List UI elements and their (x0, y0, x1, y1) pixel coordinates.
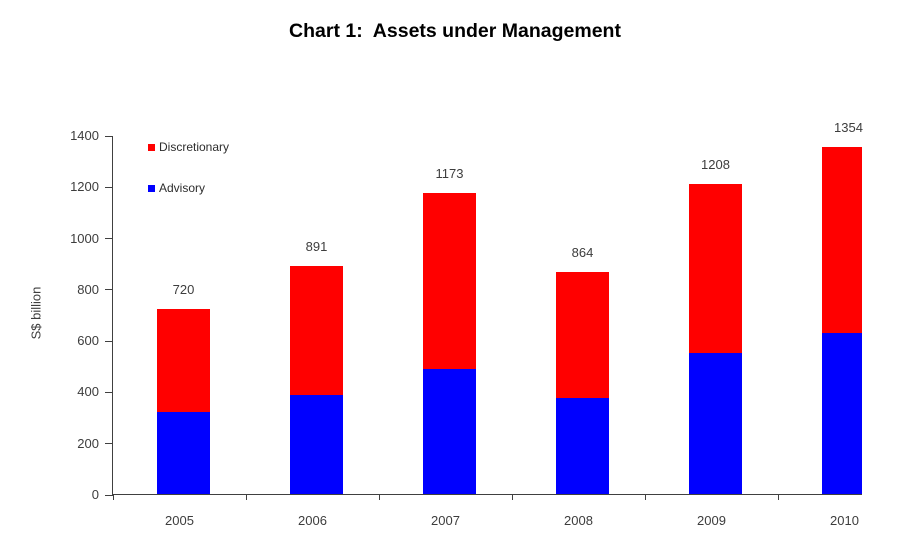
bar-total-label: 720 (172, 282, 195, 298)
x-tick-label: 2007 (431, 513, 460, 528)
bar-discretionary-segment (689, 184, 742, 354)
legend-item-advisory: Advisory (148, 181, 229, 195)
y-tick (105, 391, 113, 393)
x-tick (512, 495, 513, 500)
bar-advisory-segment (157, 411, 210, 494)
advisory-swatch-icon (148, 184, 155, 192)
plot-area: 0 200 400 600 800 1000 1200 1400 2005 2006 2007 200… (70, 120, 863, 527)
y-tick (105, 289, 113, 291)
x-tick (246, 495, 247, 500)
y-tick-label: 1200 (70, 179, 99, 195)
x-tick-label: 2006 (298, 513, 327, 528)
legend: Discretionary Advisory (148, 140, 229, 222)
x-tick-label: 2010 (830, 513, 859, 528)
chart-title: Chart 1: Assets under Management (289, 20, 621, 42)
bar-discretionary-segment (157, 309, 210, 412)
y-tick-label: 1000 (70, 230, 99, 246)
y-tick (105, 340, 113, 342)
bar-advisory-segment (822, 332, 862, 494)
y-tick (105, 186, 113, 188)
bar-total-label: 1173 (435, 166, 464, 182)
y-tick (105, 443, 113, 445)
y-tick (105, 135, 113, 137)
bars-layer (113, 136, 862, 494)
x-tick (379, 495, 380, 500)
legend-label-advisory: Advisory (159, 181, 206, 195)
x-tick (645, 495, 646, 500)
discretionary-swatch-icon (148, 143, 155, 151)
legend-item-discretionary: Discretionary (148, 140, 229, 154)
bar-total-label: 1208 (701, 157, 730, 173)
y-tick-label: 200 (77, 435, 99, 451)
y-tick-label: 600 (77, 333, 99, 349)
bar-advisory-segment (290, 394, 343, 494)
bar-discretionary-segment (423, 193, 476, 369)
bar-advisory-segment (556, 397, 609, 494)
x-tick-label: 2005 (165, 513, 194, 528)
bar-advisory-segment (689, 353, 742, 494)
bar-advisory-segment (423, 368, 476, 494)
bar-discretionary-segment (822, 146, 862, 333)
x-tick (778, 495, 779, 500)
bar-discretionary-segment (556, 272, 609, 398)
bar-total-label: 864 (571, 245, 594, 261)
labels-layer: 0 200 400 600 800 1000 1200 1400 2005 2006 2007 200… (70, 120, 863, 527)
x-tick-label: 2008 (564, 513, 593, 528)
y-tick-label: 1400 (70, 128, 99, 143)
y-tick-label: 0 (91, 487, 99, 502)
y-tick (105, 494, 113, 496)
legend-label-discretionary: Discretionary (159, 140, 230, 154)
bar-discretionary-segment (290, 265, 343, 395)
y-tick (105, 238, 113, 240)
x-tick-label: 2009 (697, 513, 726, 528)
y-tick-label: 800 (77, 281, 99, 297)
y-tick-label: 400 (77, 384, 99, 400)
bar-total-label: 891 (305, 238, 328, 254)
x-tick (113, 495, 114, 500)
bar-total-label: 1354 (834, 119, 863, 135)
